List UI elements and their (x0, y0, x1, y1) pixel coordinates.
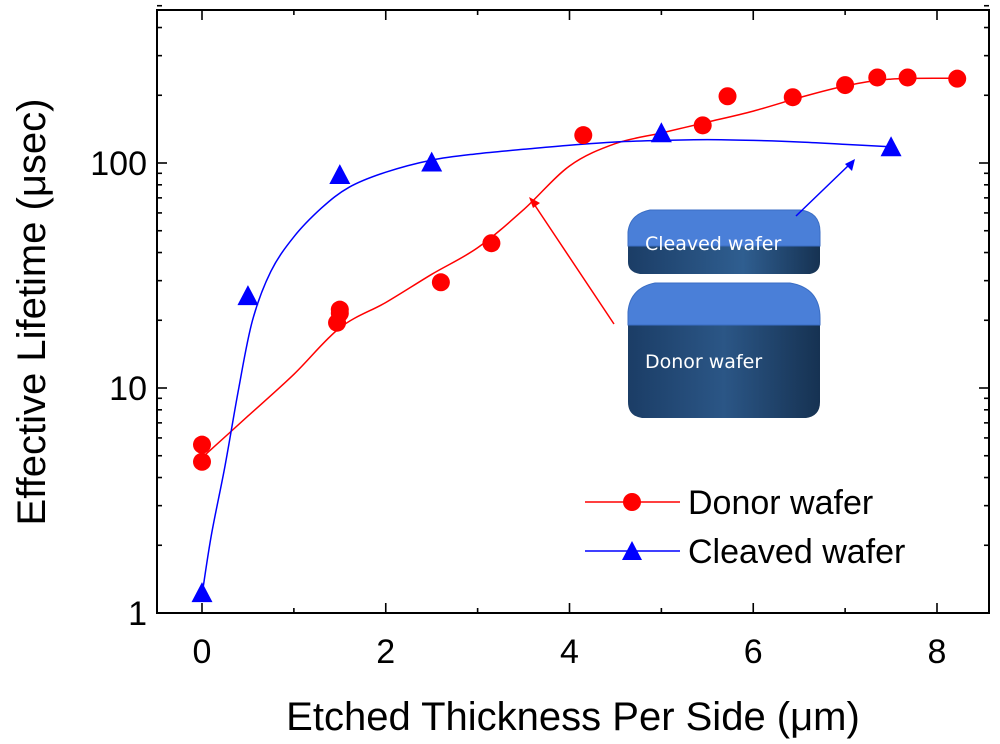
plot-area (191, 68, 967, 603)
y-tick-label: 1 (128, 595, 147, 633)
donor-point (482, 234, 501, 253)
x-tick-label: 8 (928, 633, 947, 671)
donor-point (898, 68, 917, 87)
legend-entry-donor: Donor wafer (585, 484, 873, 522)
x-axis-title: Etched Thickness Per Side (μm) (286, 695, 860, 739)
donor-point (431, 273, 450, 292)
axes: 0 2 4 6 8 1 10 100 Etched Thickness Per Side (… (10, 4, 990, 739)
donor-point (948, 69, 967, 88)
legend-label-cleaved: Cleaved wafer (688, 533, 905, 571)
donor-point (193, 435, 211, 454)
donor-point (783, 88, 802, 107)
x-tick-label: 2 (376, 633, 395, 671)
plot-frame (156, 9, 990, 614)
y-axis-ticks: 1 10 100 (90, 4, 989, 633)
fit-line-donor (201, 77, 958, 459)
legend-label-donor: Donor wafer (688, 484, 873, 522)
donor-point (836, 76, 855, 95)
legend: Donor wafer Cleaved wafer (585, 484, 905, 571)
cleaved-point (650, 122, 672, 143)
legend-entry-cleaved: Cleaved wafer (585, 533, 905, 571)
donor-point (574, 126, 593, 145)
donor-point (193, 452, 211, 471)
cleaved-wafer-block: Cleaved wafer (627, 209, 821, 274)
donor-point (868, 68, 887, 87)
wafer-illustration: Cleaved wafer Donor wafer (529, 159, 855, 418)
x-tick-label: 6 (744, 633, 763, 671)
cleaved-point (421, 151, 443, 172)
legend-marker-donor (623, 493, 641, 511)
cleaved-wafer-label: Cleaved wafer (645, 233, 781, 255)
data-markers (191, 68, 967, 603)
donor-point (718, 87, 737, 106)
legend-marker-cleaved (622, 541, 642, 560)
x-tick-label: 0 (193, 633, 212, 671)
y-axis-title: Effective Lifetime (μsec) (10, 99, 54, 526)
y-tick-label: 10 (109, 370, 147, 408)
cleaved-point (237, 285, 259, 306)
x-tick-label: 4 (560, 633, 579, 671)
donor-wafer-block: Donor wafer (627, 282, 821, 418)
donor-point (693, 116, 712, 135)
x-axis-ticks: 0 2 4 6 8 (193, 10, 947, 671)
donor-point (330, 300, 349, 319)
cleaved-point (329, 164, 351, 185)
cleaved-point (880, 136, 902, 157)
donor-wafer-label: Donor wafer (645, 351, 762, 373)
y-tick-label: 100 (90, 145, 147, 183)
cleaved-point (191, 582, 213, 603)
annotation-arrows (529, 159, 855, 325)
